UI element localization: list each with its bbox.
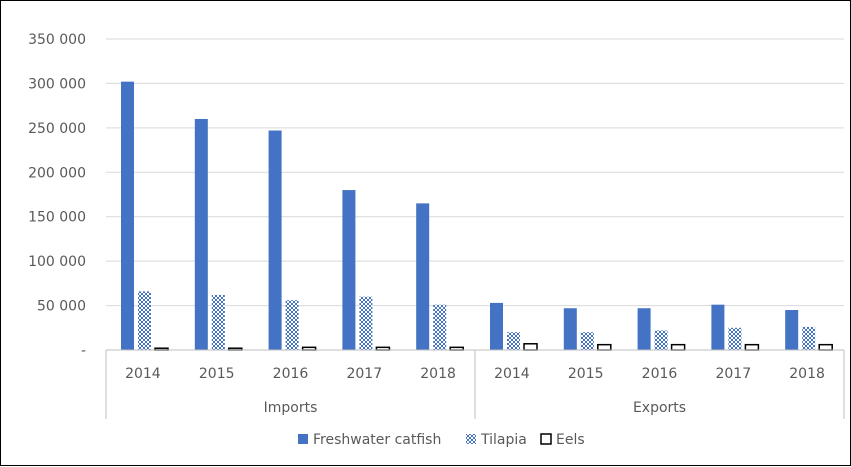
legend-swatch-eels <box>540 433 552 445</box>
x-tick-label: 2017 <box>346 366 382 382</box>
bar-tilapia <box>433 304 447 350</box>
y-tick-label: 100 000 <box>28 254 86 270</box>
x-tick-label: 2014 <box>125 366 161 382</box>
bar-freshwater-catfish <box>342 190 356 350</box>
y-tick-label: 150 000 <box>28 210 86 226</box>
bar-tilapia <box>580 332 594 350</box>
bar-freshwater-catfish <box>490 302 503 350</box>
bar-tilapia <box>802 326 816 350</box>
bar-freshwater-catfish <box>268 130 282 350</box>
bar-eels <box>744 343 760 351</box>
bar-tilapia <box>285 300 299 350</box>
bars <box>121 81 833 351</box>
bar-tilapia <box>211 294 225 350</box>
y-tick-label: - <box>81 343 86 359</box>
y-tick-label: 350 000 <box>28 32 86 48</box>
bar-freshwater-catfish <box>711 304 725 350</box>
bar-freshwater-catfish <box>416 203 430 350</box>
x-group-label: Exports <box>633 400 686 416</box>
bar-eels <box>597 343 612 351</box>
x-tick-label: 2016 <box>642 366 678 382</box>
x-tick-label: 2018 <box>420 366 456 382</box>
x-tick-label: 2015 <box>199 366 235 382</box>
y-tick-label: 300 000 <box>28 76 86 92</box>
bar-freshwater-catfish <box>637 308 651 350</box>
legend-label: Tilapia <box>480 432 527 448</box>
x-axis: 2014 2015 2016 2017 2018 Imports 2014 2015 2016 2… <box>105 349 845 419</box>
x-group-label: Imports <box>264 400 318 416</box>
bar-freshwater-catfish <box>563 308 577 350</box>
y-axis: - 50 000 100 000 150 000 200 000 250 000 300 0… <box>28 32 86 359</box>
y-tick-label: 250 000 <box>28 121 86 137</box>
legend-label: Freshwater catfish <box>313 432 441 448</box>
x-tick-label: 2017 <box>715 366 751 382</box>
legend-swatch-freshwater-catfish <box>298 434 308 444</box>
y-tick-label: 200 000 <box>28 165 86 181</box>
legend-swatch-tilapia <box>466 434 476 444</box>
x-tick-label: 2014 <box>494 366 530 382</box>
gridlines <box>106 38 844 307</box>
legend-label: Eels <box>556 432 585 448</box>
x-tick-label: 2016 <box>273 366 309 382</box>
bar-freshwater-catfish <box>785 310 799 350</box>
y-tick-label: 50 000 <box>37 299 86 315</box>
bar-tilapia <box>138 291 151 350</box>
legend: Freshwater catfish Tilapia Eels <box>298 432 585 448</box>
bar-eels <box>818 343 833 351</box>
bar-freshwater-catfish <box>194 118 208 350</box>
bar-tilapia <box>359 296 373 350</box>
bar-tilapia <box>507 332 520 350</box>
bar-eels <box>523 343 538 351</box>
bar-tilapia <box>728 327 742 350</box>
x-tick-label: 2018 <box>789 366 825 382</box>
bar-eels <box>670 343 686 351</box>
bar-freshwater-catfish <box>121 81 134 350</box>
bar-tilapia <box>654 330 668 350</box>
x-tick-label: 2015 <box>568 366 604 382</box>
